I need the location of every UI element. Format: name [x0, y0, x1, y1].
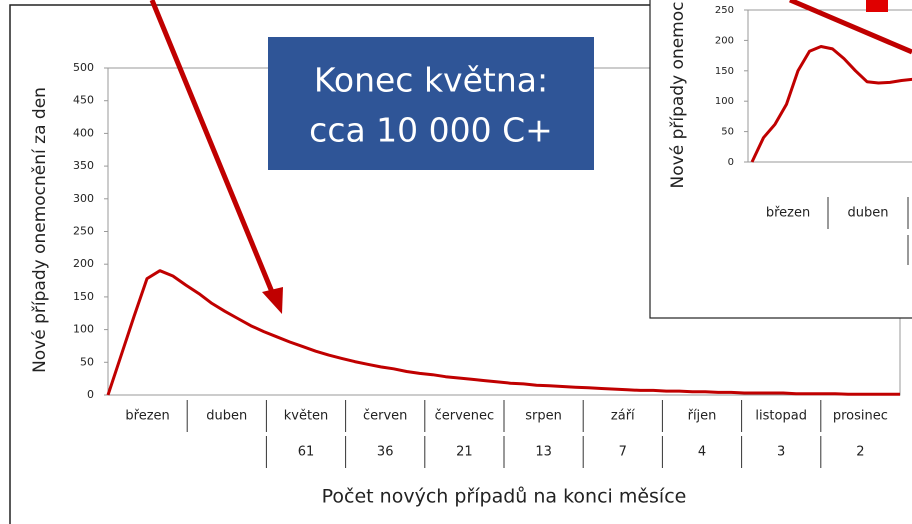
- inset-chart: 0 50 100 150 200 250 Nové případy onemoc březen…: [668, 2, 912, 265]
- y-tick-label: 500: [73, 61, 94, 74]
- y-tick-label: 200: [715, 35, 734, 46]
- y-axis-label: Nové případy onemocnění za den: [30, 87, 50, 373]
- x-category: duben: [206, 409, 247, 424]
- month-count: 13: [535, 445, 552, 460]
- month-count: 7: [619, 445, 627, 460]
- y-tick-label: 250: [715, 5, 734, 16]
- y-tick-label: 350: [73, 159, 94, 172]
- x-category: duben: [848, 206, 889, 221]
- y-tick-label: 300: [73, 192, 94, 205]
- x-category: listopad: [755, 409, 807, 424]
- month-count: 2: [856, 445, 864, 460]
- plot-frame: [747, 9, 912, 163]
- x-category: září: [611, 409, 635, 424]
- y-tick-label: 50: [721, 127, 734, 138]
- month-count: 3: [777, 445, 785, 460]
- inset-marker: [866, 0, 888, 12]
- inset-arrow: [789, 0, 912, 55]
- data-line: [750, 45, 912, 163]
- y-tick-label: 250: [73, 225, 94, 238]
- data-line: [106, 269, 900, 396]
- y-tick-label: 150: [715, 66, 734, 77]
- x-category: červen: [363, 409, 407, 424]
- x-category: říjen: [688, 409, 717, 424]
- month-count: 21: [456, 445, 473, 460]
- y-tick-label: 100: [73, 323, 94, 336]
- y-tick-label: 0: [87, 388, 94, 401]
- x-category: březen: [766, 206, 810, 221]
- month-count: 36: [377, 445, 394, 460]
- arrow: [149, 0, 275, 293]
- y-tick-label: 400: [73, 126, 94, 139]
- callout-box: [268, 37, 594, 170]
- x-category: prosinec: [833, 409, 888, 424]
- x-category: červenec: [435, 409, 495, 424]
- y-tick-label: 0: [728, 157, 734, 168]
- x-category: květen: [284, 409, 329, 424]
- x-axis-label: Počet nových případů na konci měsíce: [322, 486, 687, 508]
- x-category: březen: [125, 409, 169, 424]
- y-tick-label: 50: [80, 355, 94, 368]
- x-category: srpen: [525, 409, 562, 424]
- callout-line: cca 10 000 C+: [309, 111, 553, 150]
- y-tick-label: 150: [73, 290, 94, 303]
- y-tick-label: 450: [73, 94, 94, 107]
- month-count: 61: [298, 445, 315, 460]
- arrow-head: [262, 287, 283, 314]
- month-count: 4: [698, 445, 706, 460]
- y-tick-label: 200: [73, 257, 94, 270]
- y-tick-label: 100: [715, 96, 734, 107]
- callout-line: Konec května:: [314, 61, 548, 100]
- inset-frame: [649, 0, 912, 319]
- y-axis-label: Nové případy onemoc: [668, 2, 688, 189]
